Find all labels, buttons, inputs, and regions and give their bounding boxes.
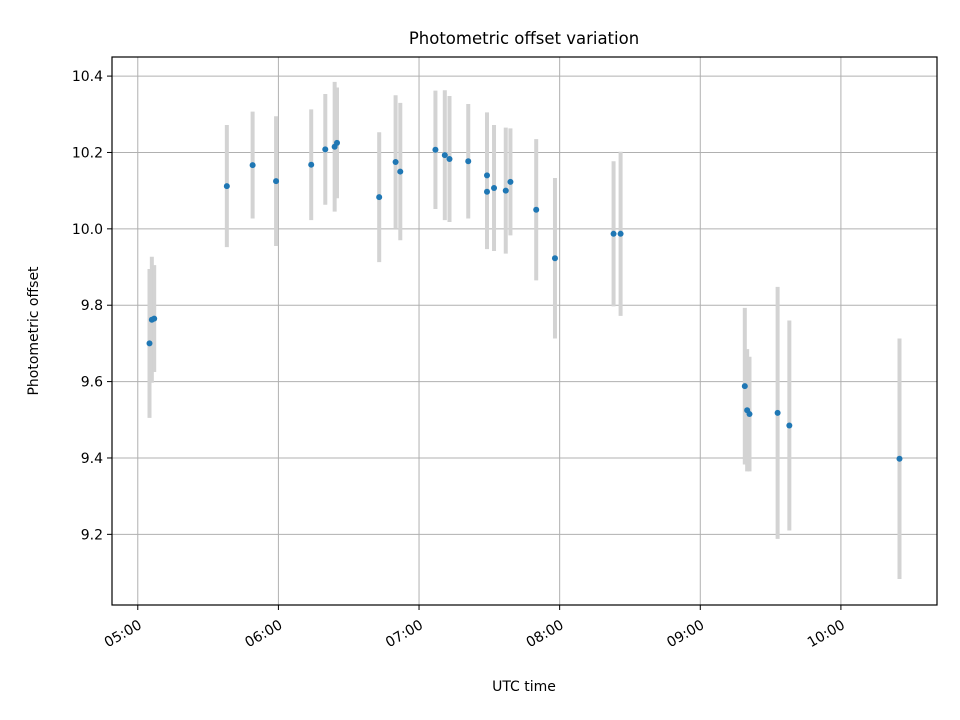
y-tick-label: 9.8 — [81, 298, 103, 314]
x-tick-label: 05:00 — [102, 617, 145, 651]
data-point — [786, 422, 793, 429]
data-point — [491, 184, 498, 191]
data-point — [223, 183, 230, 190]
data-point — [249, 162, 256, 169]
data-point — [397, 168, 404, 175]
data-point — [441, 152, 448, 159]
data-point — [551, 255, 558, 262]
y-tick-label: 9.2 — [81, 527, 103, 543]
data-point — [617, 230, 624, 237]
data-points — [146, 139, 903, 462]
data-point — [774, 409, 781, 416]
data-point — [610, 230, 617, 237]
data-point — [741, 383, 748, 390]
data-point — [273, 178, 280, 185]
data-point — [432, 146, 439, 153]
data-point — [484, 172, 490, 179]
y-axis-label: Photometric offset — [26, 266, 42, 396]
y-tick-label: 10.0 — [72, 222, 103, 238]
data-point — [465, 158, 472, 165]
error-bars — [147, 81, 902, 580]
y-tick-label: 10.2 — [72, 145, 103, 161]
data-point — [533, 206, 540, 213]
grid — [112, 57, 937, 605]
data-point — [392, 159, 399, 166]
x-tick-label: 09:00 — [664, 617, 707, 651]
data-point — [446, 155, 453, 162]
x-tick-label: 07:00 — [383, 617, 426, 651]
x-tick-label: 06:00 — [242, 617, 285, 651]
data-point — [322, 146, 329, 153]
data-point — [334, 139, 340, 146]
data-point — [507, 178, 514, 185]
data-point — [308, 161, 315, 168]
x-tick-label: 08:00 — [524, 617, 567, 651]
data-point — [146, 340, 153, 347]
data-point — [896, 455, 903, 462]
y-tick-label: 9.6 — [81, 375, 103, 391]
data-point — [502, 187, 509, 194]
data-point — [746, 411, 753, 418]
x-axis-label: UTC time — [492, 679, 556, 695]
y-tick-label: 9.4 — [81, 451, 103, 467]
chart-title: Photometric offset variation — [409, 29, 639, 48]
x-tick-label: 10:00 — [805, 617, 848, 651]
y-tick-label: 10.4 — [72, 69, 103, 85]
data-point — [151, 315, 158, 322]
y-axis-ticks: 9.2 9.4 9.6 9.8 10.0 10.2 10.4 — [72, 69, 112, 543]
plot-frame — [111, 56, 938, 606]
x-axis-ticks: 05:00 06:00 07:00 08:00 09:00 10:00 — [102, 605, 848, 651]
data-point — [484, 188, 490, 195]
data-point — [376, 194, 383, 201]
